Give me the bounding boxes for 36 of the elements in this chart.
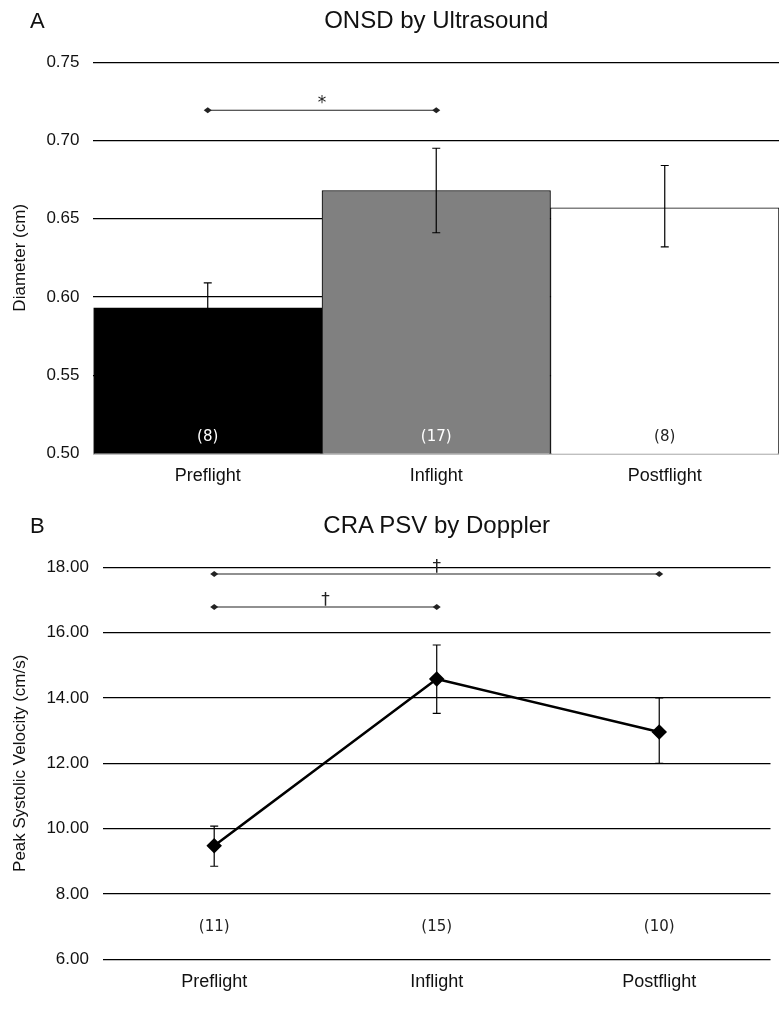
x-tick-label: Postflight: [622, 971, 697, 992]
y-tick-label: 0.50: [46, 443, 80, 463]
y-tick-label: 0.65: [46, 208, 80, 228]
annotation: (8): [197, 427, 219, 446]
x-tick-label: Preflight: [174, 465, 241, 486]
x-tick-label: Preflight: [181, 971, 248, 992]
y-axis-title: Peak Systolic Velocity (cm/s): [9, 654, 29, 872]
point: [651, 724, 667, 740]
y-axis-title: Diameter (cm): [9, 203, 29, 312]
chart-title: ONSD by Ultrasound: [323, 6, 550, 34]
point: [206, 838, 222, 853]
annotation: (10): [643, 917, 675, 936]
annotation: (17): [420, 427, 452, 446]
y-tick-label: 10.00: [46, 818, 89, 838]
y-tick-label: 16.00: [46, 622, 89, 642]
y-tick-label: 0.75: [46, 51, 80, 71]
annotation: (11): [198, 917, 230, 936]
y-tick-label: 8.00: [55, 883, 89, 903]
x-tick-label: Inflight: [409, 465, 463, 486]
y-tick-label: 12.00: [46, 752, 89, 772]
y-tick-label: 0.55: [46, 364, 80, 384]
text: A: [30, 8, 45, 34]
x-tick-label: Postflight: [627, 465, 702, 486]
x-tick-label: Inflight: [410, 971, 464, 992]
y-tick-label: 18.00: [46, 556, 89, 576]
annotation: *: [317, 92, 327, 113]
chart-title: CRA PSV by Doppler: [322, 511, 552, 539]
text: B: [30, 513, 45, 539]
annotation: (8): [654, 427, 676, 446]
y-tick-label: 0.70: [46, 130, 80, 150]
point: [429, 671, 444, 687]
y-tick-label: 6.00: [55, 949, 89, 969]
annotation: (15): [421, 917, 453, 936]
y-tick-label: 0.60: [46, 286, 80, 306]
annotation: †: [321, 588, 331, 609]
y-tick-label: 14.00: [46, 687, 89, 707]
